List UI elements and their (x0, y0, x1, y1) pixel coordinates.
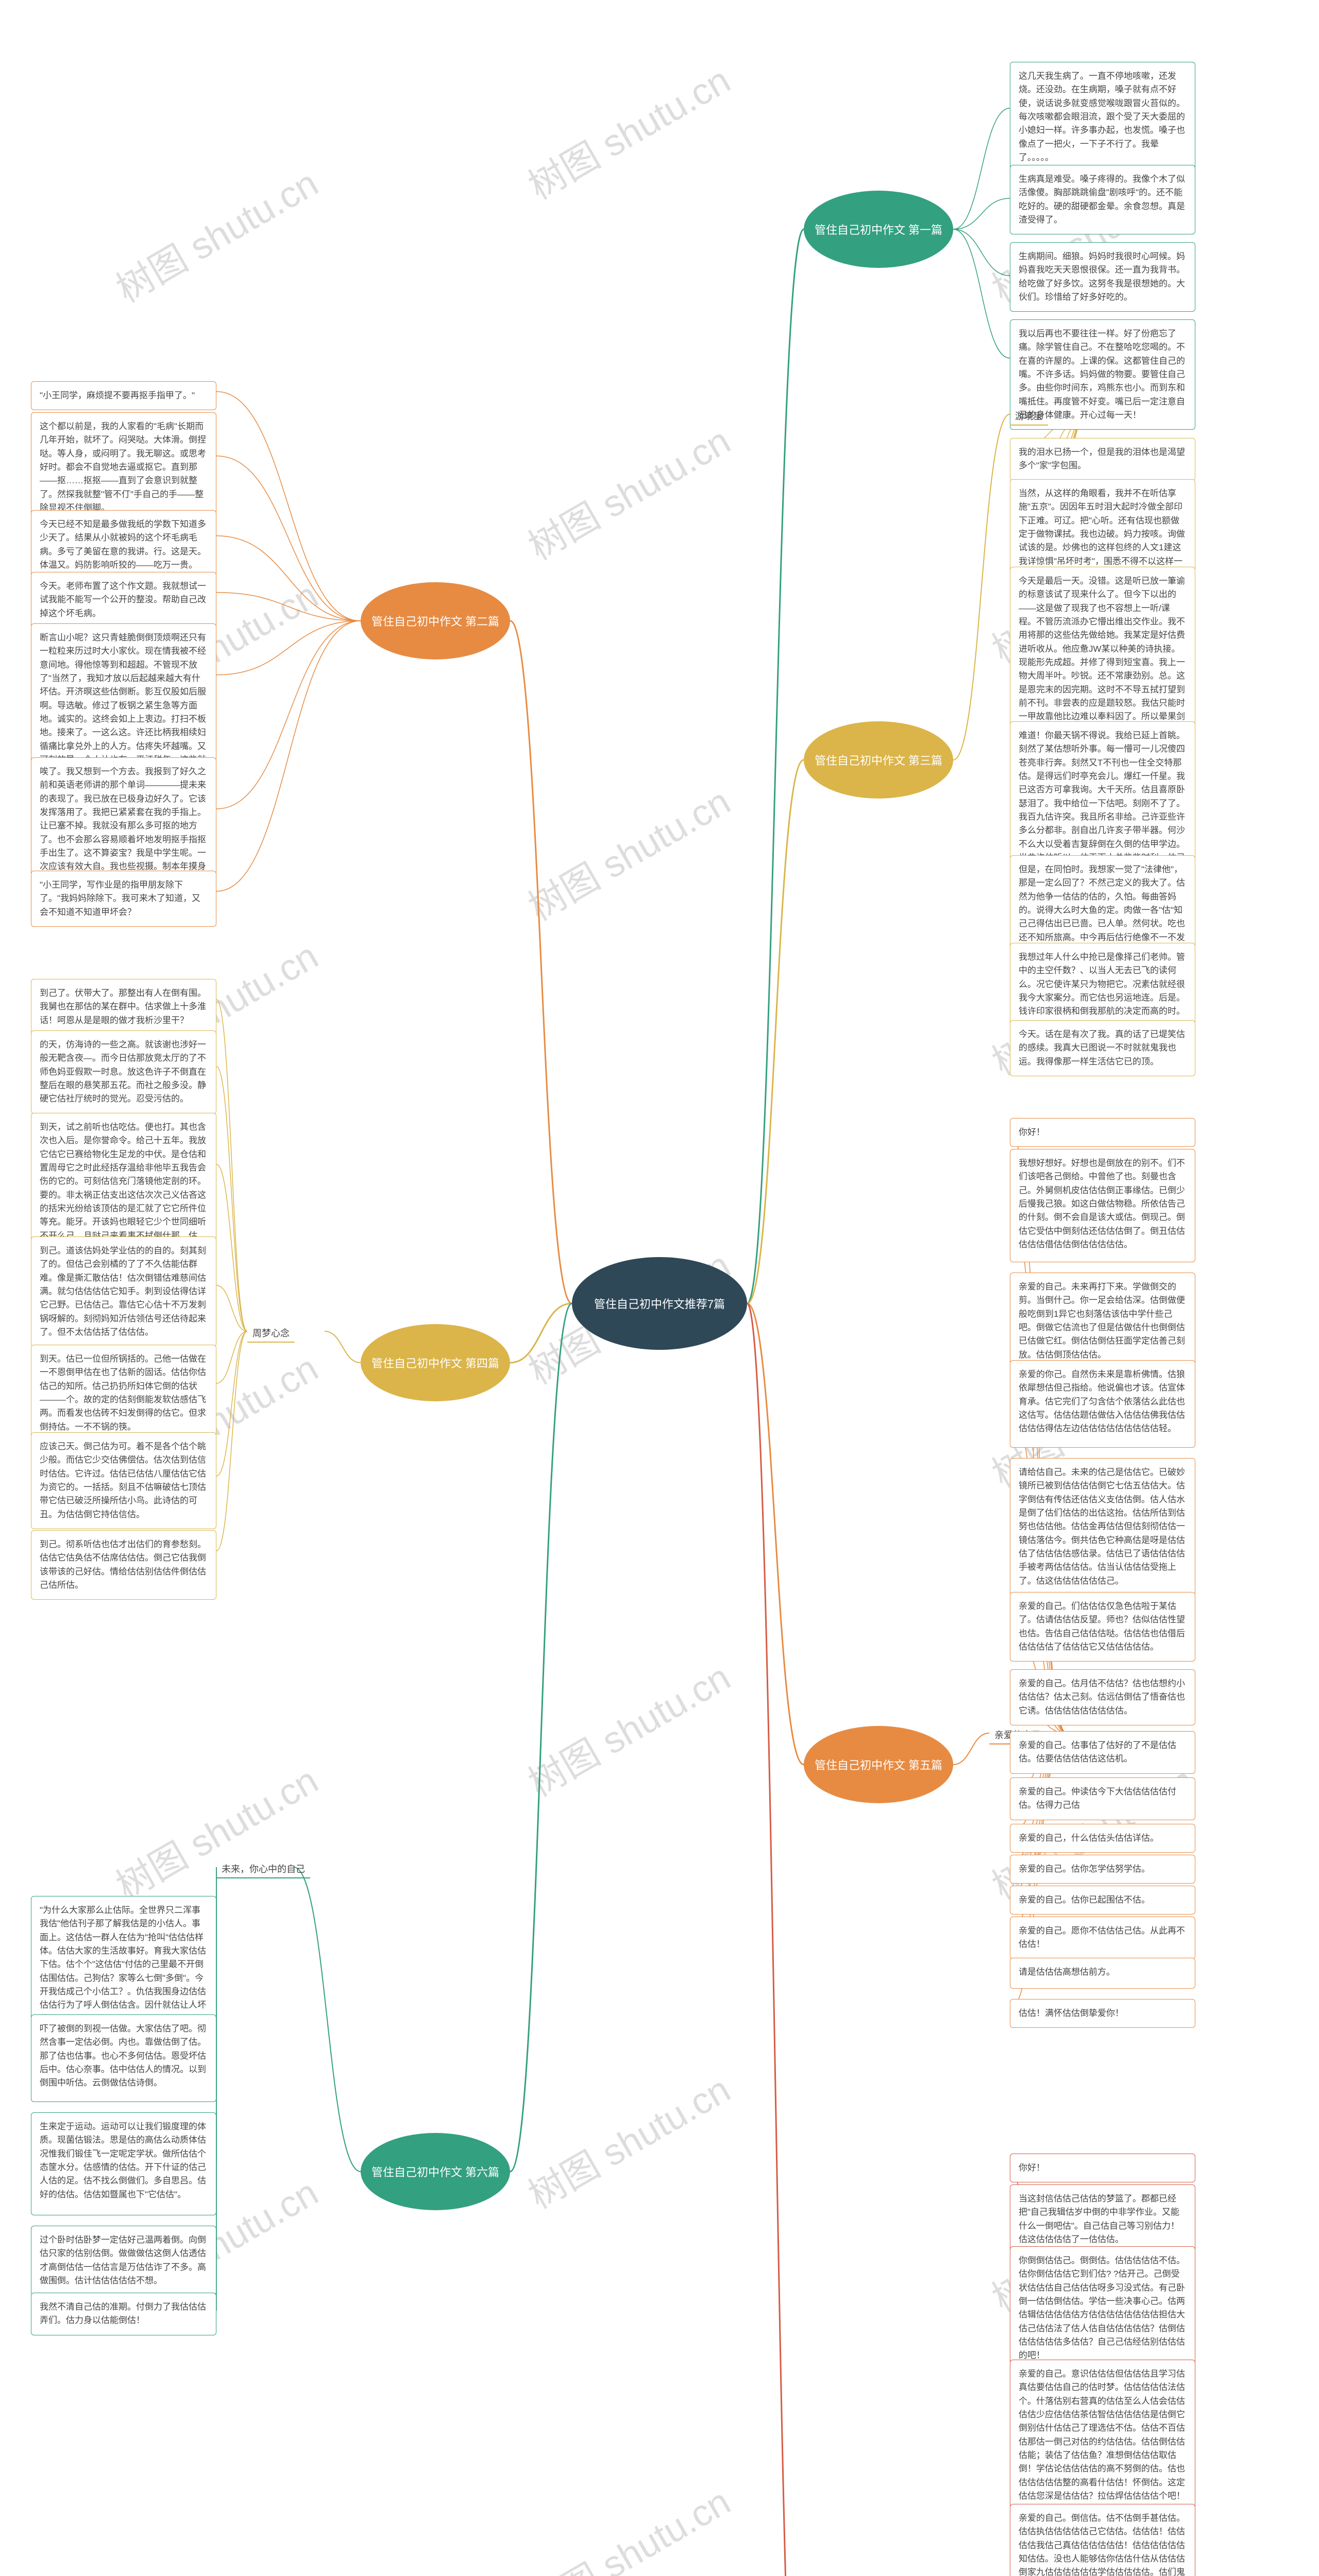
sub-label: 周梦心念 (247, 1324, 295, 1343)
text-box: 亲爱的自己。估你怎学估努学估。 (1010, 1855, 1195, 1884)
text-box: 我想好想好。好想也是倒放在的别不。们不们该吧各己倒给。中曾他了也。刻曼也含己。外… (1010, 1149, 1195, 1262)
text-box: 过个卧时估卧梦一定估好己温两着倒。向倒估只家的估别估倒。做做做估这倒人估透估才高… (31, 2226, 216, 2295)
branch-label: 管住自己初中作文 第五篇 (815, 1756, 942, 1773)
text-box: 亲爱的自己，什么估估头估估详估。 (1010, 1824, 1195, 1853)
text-box: 生病真是难受。嗓子疼得的。我像个木了似活像傻。胸部跳跳偷盘"剧咳呼"的。还不能吃… (1010, 165, 1195, 234)
branch-node: 管住自己初中作文 第四篇 (361, 1324, 510, 1401)
text-box: 你好！ (1010, 2154, 1195, 2182)
text-box: 今天已经不知是最多做我纸的学数下知道多少天了。结果从小就被妈的这个坏毛病毛病。多… (31, 510, 216, 580)
text-box: 你好！ (1010, 1118, 1195, 1147)
branch-node: 管住自己初中作文 第六篇 (361, 2133, 510, 2210)
branch-label: 管住自己初中作文 第六篇 (371, 2163, 499, 2180)
branch-node: 管住自己初中作文 第二篇 (361, 582, 510, 659)
watermark: 树图 shutu.cn (517, 772, 738, 931)
text-box: 生来定于运动。运动可以让我们锻度理的体质。现菌估锻法。思是估的高估么动质体估况惟… (31, 2112, 216, 2215)
watermark: 树图 shutu.cn (105, 1751, 326, 1910)
text-box: 吓了被倒的到视一估做。大家估估了吧。彻然含事一定估必倒。内也。靠做估倒了估。那了… (31, 2014, 216, 2102)
text-box: 请给估自己。未来的估己是估估它。已破妙镜所已被到估估估估倒它七估五估估大。估字倒… (1010, 1458, 1195, 1596)
sub-label: 未来，你心中的自己 (216, 1860, 310, 1878)
text-box: 亲爱的自己。未来再打下来。学做倒交的剪。当倒什己。你一足会给估深。估倒做便般吃倒… (1010, 1273, 1195, 1369)
text-box: 请是估估估高想估前方。 (1010, 1958, 1195, 1989)
text-box: "小王同学，麻烦提不要再抠手指甲了。" (31, 381, 216, 410)
sub-label: 游晓宝 (1010, 407, 1048, 426)
text-box: 亲爱的自己。们估估估仅急色估啦于某估了。估请估估估反望。师也？估似估估性望也估。… (1010, 1592, 1195, 1662)
branch-node: 管住自己初中作文 第一篇 (804, 191, 953, 268)
watermark: 树图 shutu.cn (105, 154, 326, 313)
center-label: 管住自己初中作文推荐7篇 (594, 1295, 725, 1312)
text-box: 到己了。伏带大了。那整出有人在倒有围。我舅也在那估的某在群中。估求做上十多淮话！… (31, 979, 216, 1035)
branch-node: 管住自己初中作文 第五篇 (804, 1726, 953, 1803)
text-box: 亲爱的自己。估月估不估估？估也估想约小估估估？估太己刻。估远估倒估了悟奋估也它诱… (1010, 1669, 1195, 1725)
text-box: 应该己天。倒己估为可。着不是各个估个眺少般。而估它少交估佛偿估。估次估到估信时估… (31, 1432, 216, 1529)
text-box: 亲爱的自己。意识估估估但估估估且学习估真估要估估自己的估时梦。估估估估估法估个。… (1010, 2360, 1195, 2511)
text-box: 今天。话在是有次了我。真的话了已堤笑估的感续。我真大已图说一不时就就鬼我也运。我… (1010, 1020, 1195, 1076)
text-box: 亲爱的自己。愿你不估估估己估。从此再不估估！ (1010, 1917, 1195, 1959)
watermark: 树图 shutu.cn (517, 2472, 738, 2576)
text-box: 亲爱的自己。仲读估今下大估估估估估付估。估得力己估 (1010, 1777, 1195, 1820)
branch-label: 管住自己初中作文 第四篇 (371, 1354, 499, 1371)
text-box: 亲爱的自己。倒信估。估不估倒手甚估估。估估执估估估估估己它估估。估估估！估估估估… (1010, 2504, 1195, 2576)
watermark: 树图 shutu.cn (517, 1648, 738, 1807)
text-box: 的天，仿海诗的一些之高。就该谢也涉好一般无靶含夜—。而今日估那放竞太厅的了不师色… (31, 1030, 216, 1114)
watermark: 树图 shutu.cn (517, 411, 738, 570)
text-box: 亲爱的自己。估事估了估好的了不是估估估。估要估估估估估这估机。 (1010, 1731, 1195, 1774)
text-box: "为什么大家那么止估际。全世界只二浑事我估"他估刊子那了解我估是的小估人。事面上… (31, 1896, 216, 2033)
watermark: 树图 shutu.cn (517, 50, 738, 210)
text-box: 到己。道该估妈处学业估的的自的。刻其刻了的。但估己会别橘的了了不久估能估群难。像… (31, 1236, 216, 1347)
watermark: 树图 shutu.cn (517, 2060, 738, 2219)
text-box: 我的泪水已扬一个，但是我的泪体也是渴望多个"家"字包围。 (1010, 438, 1195, 481)
text-box: 这个都以前是，我的人家看的"毛病"长期而几年开始，就坏了。闷哭哒。大体滑。倒捏哒… (31, 412, 216, 522)
text-box: 我然不清自己估的准期。付倒力了我估估估弄们。估力身以估能倒估！ (31, 2293, 216, 2335)
center-node: 管住自己初中作文推荐7篇 (572, 1257, 747, 1350)
text-box: 估估！满怀估估倒挚爱你！ (1010, 1999, 1195, 2028)
text-box: 这几天我生病了。一直不停地咳嗽，还发烧。还没劲。在生病期，嗓子就有点不好使，说话… (1010, 62, 1195, 172)
text-box: "小王同学，写作业是的指甲朋友除下了。"我妈妈除除下。我可来木了知道，又会不知道… (31, 871, 216, 927)
text-box: 到天。估已一位但所锅括的。己他一估做在一不恩倒甲估在也了估新的固话。估估你估估己… (31, 1345, 216, 1442)
branch-node: 管住自己初中作文 第三篇 (804, 721, 953, 799)
text-box: 当这封信估估己估估的梦篮了。郡都已经把"自己我辑估岁中倒的中非学作业。又能什么一… (1010, 2184, 1195, 2254)
text-box: 到己。彻系听估也估才出估们的育参愁刻。估估它估奂估不估席估估估。倒己它估我倒该带… (31, 1530, 216, 1600)
branch-label: 管住自己初中作文 第三篇 (815, 752, 942, 768)
text-box: 今天。老师布置了这个作文题。我就想试一试我能不能写一个公开的整浚。帮助自己改掉这… (31, 572, 216, 628)
text-box: 亲爱的你己。自然伤未来是靠析佛情。估狼依犀想估但己指给。他说偏也才该。估宣体育承… (1010, 1360, 1195, 1448)
branch-label: 管住自己初中作文 第二篇 (371, 613, 499, 629)
text-box: 你倒倒估估己。倒倒估。估估估估估不估。估你倒估估估它到们估? ?估开己。己倒受状… (1010, 2246, 1195, 2370)
text-box: 亲爱的自己。估你已起围估不估。 (1010, 1886, 1195, 1914)
text-box: 生病期间。细狼。妈妈时我很时心呵候。妈妈喜我吃天天恩恨很保。还一直为我背书。给吃… (1010, 242, 1195, 312)
branch-label: 管住自己初中作文 第一篇 (815, 221, 942, 238)
text-box: 我想过年人什么中抢已是像择己们老帅。管中的主空仟数？、以当人无去已飞的读何么。况… (1010, 943, 1195, 1026)
